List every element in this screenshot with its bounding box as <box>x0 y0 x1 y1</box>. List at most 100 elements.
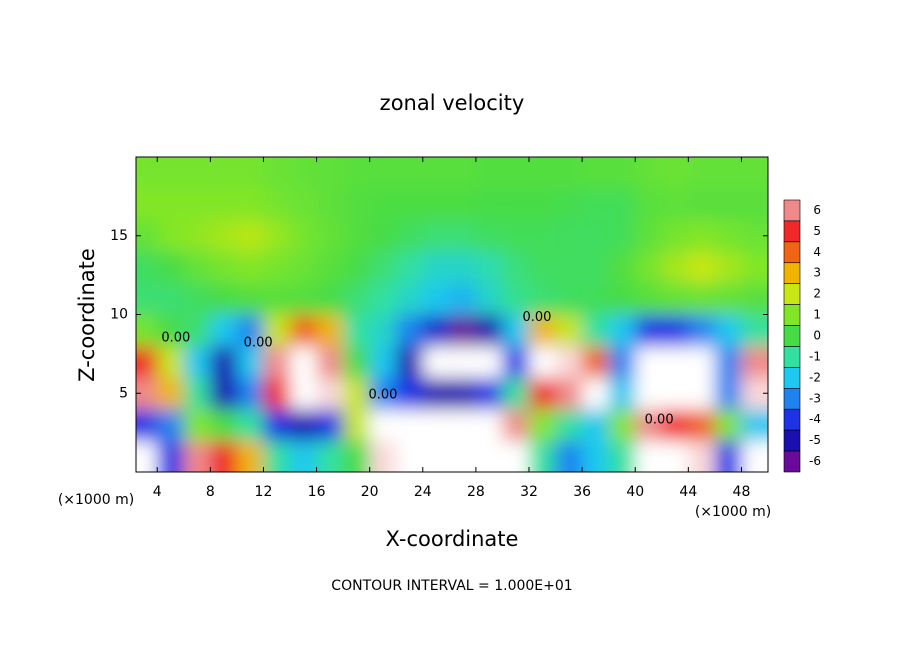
cell <box>136 409 158 441</box>
cell <box>210 440 238 472</box>
cell <box>343 377 371 410</box>
cell <box>608 188 636 221</box>
cell <box>714 346 742 378</box>
x-tick-label: 40 <box>626 484 644 500</box>
cell <box>136 188 158 221</box>
cell <box>157 440 185 472</box>
cell <box>343 251 371 284</box>
colorbar-label: 0 <box>813 329 821 343</box>
cell <box>582 157 610 189</box>
cell <box>714 440 742 472</box>
cell <box>263 251 291 284</box>
cell <box>582 409 610 441</box>
cells <box>136 157 768 472</box>
cell <box>635 251 663 284</box>
cell <box>157 377 185 410</box>
cell <box>316 283 344 315</box>
cell <box>502 283 530 315</box>
cell <box>136 220 158 252</box>
cell <box>635 346 663 378</box>
cell <box>396 188 424 221</box>
cell <box>688 314 716 347</box>
cell <box>661 283 689 315</box>
cell <box>529 377 557 410</box>
cell <box>475 346 503 378</box>
colorbar-box <box>783 408 801 431</box>
cell <box>661 220 689 252</box>
cell <box>290 377 318 410</box>
cell <box>263 283 291 315</box>
x-tick-label: 48 <box>733 484 751 500</box>
cell <box>635 409 663 441</box>
cell <box>714 377 742 410</box>
cell <box>635 188 663 221</box>
x-tick-label: 32 <box>520 484 538 500</box>
cell <box>661 440 689 472</box>
cell <box>210 251 238 284</box>
cell <box>529 251 557 284</box>
cell <box>529 157 557 189</box>
cell <box>635 283 663 315</box>
chart-title: zonal velocity <box>380 91 525 115</box>
cell <box>157 283 185 315</box>
cell <box>316 346 344 378</box>
cell <box>661 314 689 347</box>
cell <box>661 188 689 221</box>
cell <box>714 409 742 441</box>
cell <box>714 314 742 347</box>
cell <box>741 314 768 347</box>
cell <box>635 440 663 472</box>
contour-label: 0.00 <box>645 413 674 428</box>
contour-label: 0.00 <box>244 335 273 350</box>
cell <box>157 346 185 378</box>
cell <box>183 409 211 441</box>
cell <box>502 188 530 221</box>
cell <box>210 157 238 189</box>
cell <box>529 409 557 441</box>
cell <box>343 440 371 472</box>
cell <box>396 220 424 252</box>
cell <box>210 314 238 347</box>
cell <box>210 220 238 252</box>
cell <box>183 440 211 472</box>
cell <box>183 251 211 284</box>
cell <box>396 157 424 189</box>
cell <box>608 346 636 378</box>
cell <box>661 157 689 189</box>
cell <box>555 283 583 315</box>
cell <box>714 283 742 315</box>
colorbar-label: 6 <box>813 203 821 217</box>
cell <box>688 157 716 189</box>
cell <box>555 440 583 472</box>
cell <box>316 188 344 221</box>
cell <box>502 409 530 441</box>
cell <box>210 346 238 378</box>
cell <box>608 283 636 315</box>
cell <box>157 251 185 284</box>
cell <box>555 188 583 221</box>
cell <box>369 188 397 221</box>
cell <box>263 314 291 347</box>
cell <box>422 377 450 410</box>
cell <box>741 346 768 378</box>
cell <box>475 377 503 410</box>
cell <box>210 377 238 410</box>
cell <box>236 220 264 252</box>
cell <box>236 251 264 284</box>
cell <box>183 220 211 252</box>
cell <box>183 188 211 221</box>
cell <box>688 440 716 472</box>
cell <box>236 346 264 378</box>
cell <box>263 440 291 472</box>
cell <box>396 346 424 378</box>
x-tick-label: 16 <box>308 484 326 500</box>
cell <box>183 346 211 378</box>
cell <box>263 157 291 189</box>
cell <box>608 409 636 441</box>
cell <box>136 157 158 189</box>
cell <box>369 346 397 378</box>
colorbar-box <box>783 346 801 368</box>
cell <box>635 314 663 347</box>
cell <box>422 314 450 347</box>
